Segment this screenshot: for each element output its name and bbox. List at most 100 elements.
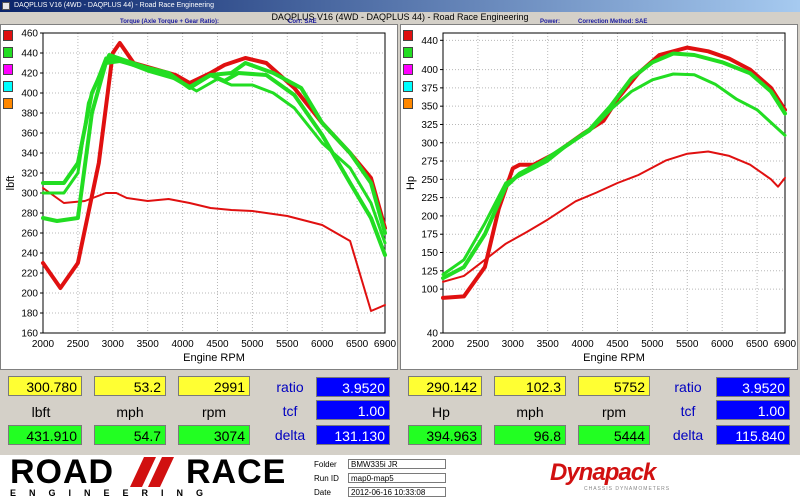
- torque-mph-label: mph: [116, 404, 144, 420]
- swatch-cyan[interactable]: [3, 81, 13, 92]
- torque-subtitle: Torque (Axle Torque + Gear Ratio):: [120, 19, 219, 25]
- torque-y-tick-label: 360: [21, 129, 38, 140]
- swatch-cyan[interactable]: [403, 81, 413, 92]
- torque-peak-mph: 54.7: [94, 425, 166, 445]
- dynapack-logo: Dynapack: [550, 459, 656, 486]
- dynapack-tagline: CHASSIS DYNAMOMETERS: [584, 486, 671, 492]
- torque-y-tick-label: 380: [21, 109, 38, 120]
- folder-value: BMW335i JR: [348, 459, 446, 469]
- power-y-tick-label: 40: [427, 329, 439, 340]
- torque-y-tick-label: 200: [21, 289, 38, 300]
- logo-road: ROAD: [10, 453, 115, 491]
- swatch-green[interactable]: [403, 47, 413, 58]
- torque-cursor-value: 300.780: [8, 376, 82, 396]
- torque-x-tick-label: 2000: [32, 339, 55, 350]
- right-series-swatches: [403, 30, 413, 115]
- power-y-tick-label: 400: [421, 65, 438, 76]
- swatch-magenta[interactable]: [403, 64, 413, 75]
- torque-y-tick-label: 220: [21, 269, 38, 280]
- power-cursor-mph: 102.3: [494, 376, 566, 396]
- power-y-axis-label: Hp: [405, 176, 417, 190]
- power-series-line-2: [441, 51, 787, 281]
- runid-label: Run ID: [314, 474, 339, 483]
- torque-series-line-4: [41, 56, 387, 245]
- power-x-tick-label: 6000: [711, 339, 734, 350]
- torque-chart-panel[interactable]: 2000 2500 3000 3500 4000 4500 5000 5500 6000 6500…: [0, 24, 398, 370]
- power-x-tick-label: 2500: [467, 339, 490, 350]
- power-x-tick-label: 5000: [641, 339, 664, 350]
- torque-y-tick-label: 420: [21, 69, 38, 80]
- folder-label: Folder: [314, 460, 337, 469]
- power-grid: [442, 33, 786, 334]
- power-x-tick-label: 3000: [502, 339, 525, 350]
- torque-x-tick-label: 2500: [67, 339, 90, 350]
- power-y-tick-label: 275: [421, 157, 438, 168]
- logo-race: RACE: [186, 453, 287, 491]
- power-x-tick-label: 4500: [606, 339, 629, 350]
- power-series-line-3: [441, 72, 787, 276]
- power-tcf-label: tcf: [680, 403, 696, 419]
- torque-unit-label: lbft: [31, 404, 51, 420]
- window-titlebar[interactable]: DAQPLUS V16 (4WD - DAQPLUS 44) - Road Ra…: [0, 0, 800, 12]
- power-delta-value: 115.840: [716, 425, 790, 445]
- torque-x-tick-label: 6000: [311, 339, 334, 350]
- torque-y-axis-label: lbft: [5, 176, 17, 191]
- swatch-orange[interactable]: [3, 98, 13, 109]
- logo-engineering: ENGINEERING: [10, 488, 217, 498]
- power-x-tick-label: 3500: [537, 339, 560, 350]
- torque-x-tick-label: 4000: [171, 339, 194, 350]
- torque-chart[interactable]: 2000 2500 3000 3500 4000 4500 5000 5500 6000 6500…: [1, 25, 397, 369]
- power-chart-panel[interactable]: 2000 2500 3000 3500 4000 4500 5000 5500 6000 6500…: [400, 24, 798, 370]
- torque-x-tick-label: 3500: [137, 339, 160, 350]
- torque-cursor-mph: 53.2: [94, 376, 166, 396]
- torque-correction: Corr: SAE: [288, 19, 317, 25]
- torque-ratio-value: 3.9520: [316, 377, 390, 397]
- power-y-tick-label: 250: [421, 175, 438, 186]
- torque-delta-label: delta: [274, 427, 306, 443]
- torque-y-tick-label: 160: [21, 329, 38, 340]
- power-x-tick-label: 2000: [432, 339, 455, 350]
- app-icon: [2, 2, 10, 10]
- torque-y-tick-label: 280: [21, 209, 38, 220]
- power-cursor-rpm: 5752: [578, 376, 650, 396]
- power-y-tick-label: 350: [421, 102, 438, 113]
- power-y-tick-label: 100: [421, 285, 438, 296]
- swatch-magenta[interactable]: [3, 64, 13, 75]
- power-delta-label: delta: [672, 427, 704, 443]
- power-series-line-1: [442, 150, 786, 283]
- torque-peak-value: 431.910: [8, 425, 82, 445]
- power-series-line-0: [441, 45, 787, 300]
- power-x-tick-label: 6900: [774, 339, 797, 350]
- torque-x-tick-label: 6900: [374, 339, 397, 350]
- power-x-tick-label: 4000: [571, 339, 594, 350]
- power-ratio-label: ratio: [674, 379, 702, 395]
- power-x-tick-label: 5500: [676, 339, 699, 350]
- torque-y-tick-label: 340: [21, 149, 38, 160]
- torque-x-tick-label: 5500: [276, 339, 299, 350]
- torque-series-line-1: [42, 187, 386, 312]
- date-label: Date: [314, 488, 331, 497]
- left-series-swatches: [3, 30, 13, 115]
- swatch-red[interactable]: [3, 30, 13, 41]
- power-y-tick-label: 375: [421, 83, 438, 94]
- swatch-green[interactable]: [3, 47, 13, 58]
- power-plot-frame: [442, 32, 786, 334]
- swatch-red[interactable]: [403, 30, 413, 41]
- torque-y-tick-label: 400: [21, 89, 38, 100]
- power-peak-rpm: 5444: [578, 425, 650, 445]
- torque-x-axis-label: Engine RPM: [183, 352, 245, 364]
- torque-ratio-label: ratio: [276, 379, 304, 395]
- power-y-tick-label: 325: [421, 120, 438, 131]
- power-correction: Correction Method: SAE: [578, 19, 648, 25]
- power-y-tick-label: 200: [421, 211, 438, 222]
- power-mph-label: mph: [516, 404, 544, 420]
- torque-tcf-value: 1.00: [316, 400, 390, 420]
- power-chart[interactable]: 2000 2500 3000 3500 4000 4500 5000 5500 6000 6500…: [401, 25, 797, 369]
- torque-rpm-label: rpm: [201, 404, 227, 420]
- swatch-orange[interactable]: [403, 98, 413, 109]
- torque-y-tick-label: 180: [21, 309, 38, 320]
- power-x-axis-label: Engine RPM: [583, 352, 645, 364]
- torque-x-tick-label: 3000: [102, 339, 125, 350]
- power-y-tick-label: 125: [421, 266, 438, 277]
- torque-y-tick-label: 460: [21, 29, 38, 40]
